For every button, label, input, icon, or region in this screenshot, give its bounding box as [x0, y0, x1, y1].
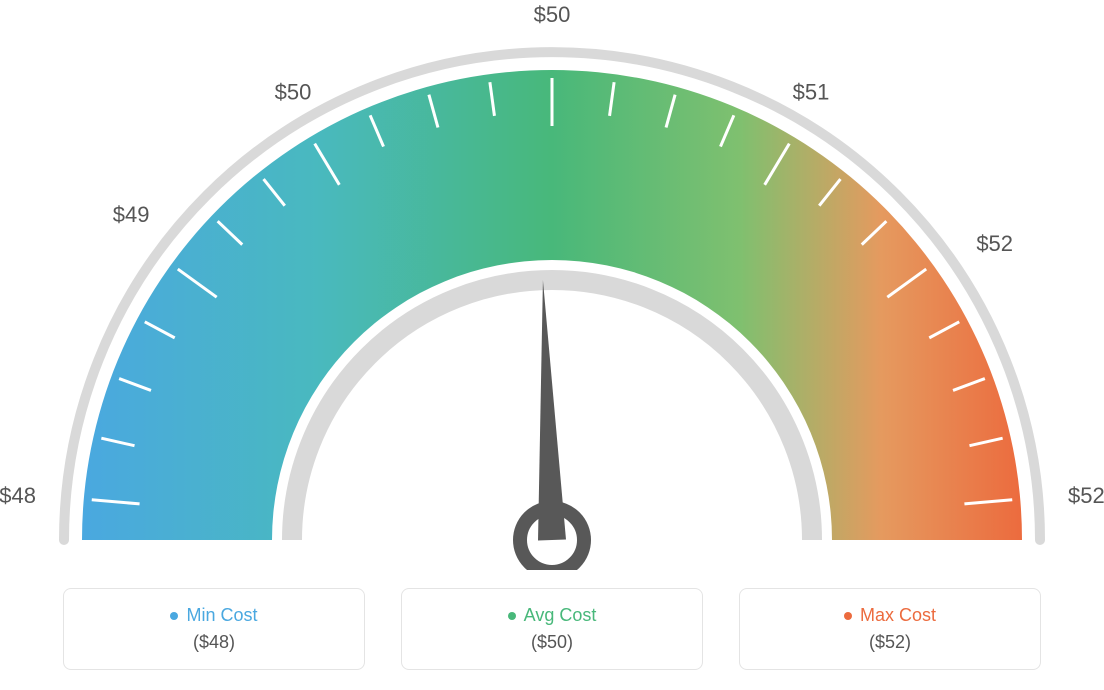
gauge-tick-label: $50 — [275, 79, 312, 104]
gauge-tick-label: $49 — [113, 202, 150, 227]
gauge-tick-label: $50 — [534, 2, 571, 27]
legend-card-min: Min Cost ($48) — [63, 588, 365, 670]
legend-dot-avg — [508, 612, 516, 620]
gauge-chart: $48 $49 $50 $50 $51 $52 $52 — [0, 0, 1104, 570]
gauge-tick-label: $51 — [793, 79, 830, 104]
legend-dot-max — [844, 612, 852, 620]
legend-max-top: Max Cost — [844, 605, 936, 626]
legend-avg-value: ($50) — [531, 632, 573, 653]
legend-min-label: Min Cost — [186, 605, 257, 626]
legend-row: Min Cost ($48) Avg Cost ($50) Max Cost (… — [0, 588, 1104, 670]
legend-max-value: ($52) — [869, 632, 911, 653]
gauge-tick-label: $48 — [0, 483, 36, 508]
legend-min-top: Min Cost — [170, 605, 257, 626]
legend-min-value: ($48) — [193, 632, 235, 653]
legend-card-max: Max Cost ($52) — [739, 588, 1041, 670]
legend-card-avg: Avg Cost ($50) — [401, 588, 703, 670]
gauge-tick-label: $52 — [976, 231, 1013, 256]
legend-dot-min — [170, 612, 178, 620]
gauge-tick-label: $52 — [1068, 483, 1104, 508]
legend-max-label: Max Cost — [860, 605, 936, 626]
legend-avg-top: Avg Cost — [508, 605, 597, 626]
legend-avg-label: Avg Cost — [524, 605, 597, 626]
chart-container: $48 $49 $50 $50 $51 $52 $52 Min Cost ($48) Avg… — [0, 0, 1104, 690]
